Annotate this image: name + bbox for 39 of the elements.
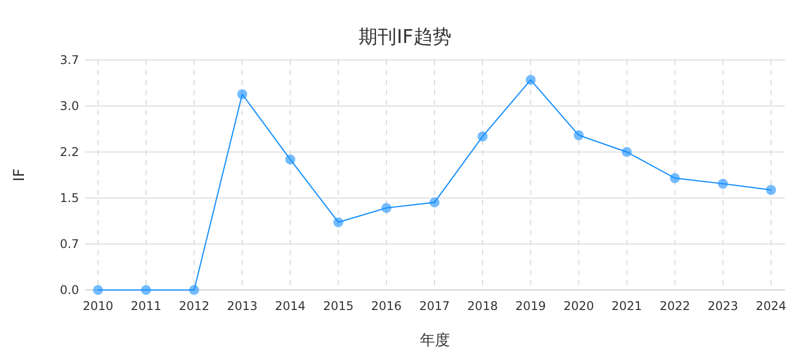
x-tick-label: 2016 (371, 299, 402, 313)
x-tick-label: 2017 (419, 299, 450, 313)
x-tick-label: 2020 (563, 299, 594, 313)
point (141, 285, 152, 295)
y-tick-label: 2.2 (60, 145, 79, 159)
x-tick-label: 2015 (323, 299, 354, 313)
y-tick-label: 0.7 (60, 237, 79, 251)
x-tick-label: 2014 (275, 299, 306, 313)
x-tick-label: 2012 (178, 299, 210, 313)
x-tick-label: 2022 (660, 299, 690, 313)
y-axis-title: IF (10, 168, 28, 182)
point (478, 131, 488, 142)
x-tick-label: 2013 (226, 299, 258, 313)
point (285, 154, 296, 164)
x-tick-label: 2023 (708, 299, 738, 313)
x-tick-label: 2019 (515, 299, 546, 313)
point (430, 197, 440, 208)
x-tick-label: 2010 (82, 299, 114, 313)
point (718, 178, 728, 189)
point (622, 147, 632, 157)
point (574, 130, 584, 140)
point (189, 285, 200, 295)
point (381, 202, 392, 213)
x-axis-title: 年度 (420, 331, 450, 349)
point (93, 285, 103, 295)
point (670, 173, 680, 184)
point (237, 89, 248, 100)
point (333, 217, 344, 228)
point (526, 74, 536, 85)
x-tick-label: 2018 (467, 299, 498, 313)
x-tick-label: 2024 (756, 299, 786, 313)
y-tick-label: 3.7 (60, 53, 79, 67)
x-tick-label: 2021 (612, 299, 642, 313)
y-tick-label: 3.0 (60, 99, 79, 113)
chart-title: 期刊IF趋势 (358, 26, 452, 48)
point (766, 184, 776, 195)
y-tick-label: 1.5 (60, 191, 79, 205)
y-tick-label: 0.0 (60, 283, 79, 297)
x-tick-label: 2011 (130, 299, 162, 313)
